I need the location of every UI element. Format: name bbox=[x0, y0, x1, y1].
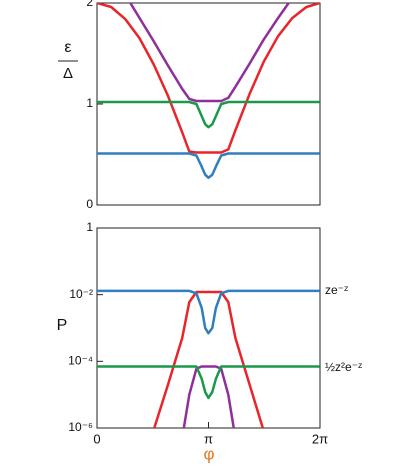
curve bbox=[97, 365, 320, 400]
plot-area bbox=[97, 289, 320, 428]
y-label-top: ε bbox=[64, 39, 71, 56]
y-label: P bbox=[57, 317, 68, 334]
x-tick-label: 0 bbox=[93, 431, 100, 446]
annotation: ze⁻ᶻ bbox=[325, 283, 348, 297]
y-tick-label: 10⁻⁴ bbox=[68, 354, 93, 368]
curve bbox=[128, 3, 291, 103]
y-tick-label: 10⁻⁶ bbox=[68, 420, 93, 434]
x-label: φ bbox=[203, 444, 214, 463]
x-tick-label: π bbox=[204, 431, 213, 446]
y-tick-label: 0 bbox=[86, 197, 93, 211]
plot-frame bbox=[96, 2, 321, 206]
annotation: ½z²e⁻ᶻ bbox=[325, 360, 362, 374]
y-tick-label: 2 bbox=[86, 0, 93, 9]
curve bbox=[97, 289, 320, 335]
plot-area bbox=[97, 3, 320, 179]
curve bbox=[97, 3, 320, 154]
x-tick-label: 2π bbox=[312, 431, 328, 446]
curve bbox=[182, 365, 236, 428]
curve bbox=[97, 152, 320, 179]
y-label-bottom: Δ bbox=[63, 65, 73, 82]
y-tick-label: 1 bbox=[86, 96, 93, 110]
curve bbox=[152, 290, 265, 428]
curve bbox=[97, 100, 320, 129]
y-tick-label: 10⁻² bbox=[69, 287, 93, 301]
y-tick-label: 1 bbox=[86, 220, 93, 234]
